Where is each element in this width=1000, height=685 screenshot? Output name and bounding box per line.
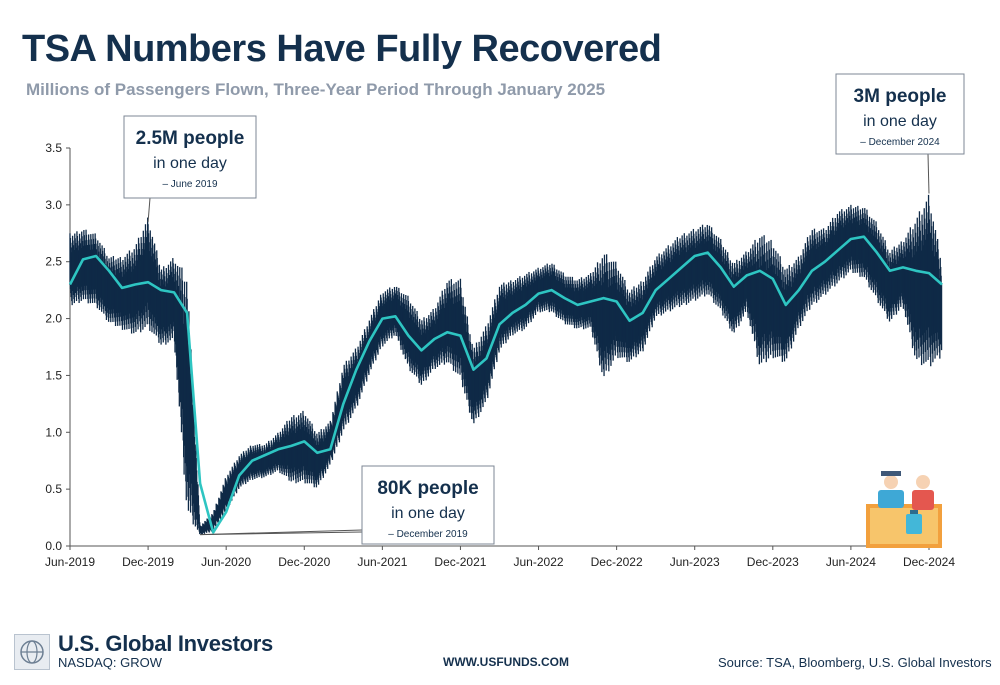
company-logo: U.S. Global Investors NASDAQ: GROW xyxy=(14,633,273,671)
annotation-headline: 3M people xyxy=(854,86,947,107)
source-note: Source: TSA, Bloomberg, U.S. Global Inve… xyxy=(718,655,992,670)
x-tick-label: Jun-2019 xyxy=(45,555,95,569)
annotations: 2.5M people in one day – June 2019 80K peop… xyxy=(123,73,965,545)
x-tick-label: Dec-2022 xyxy=(591,555,643,569)
y-tick-label: 2.0 xyxy=(45,312,62,326)
y-tick-label: 1.5 xyxy=(45,368,62,382)
x-tick-label: Jun-2022 xyxy=(514,555,564,569)
x-tick-label: Jun-2020 xyxy=(201,555,251,569)
annotation-subline: in one day xyxy=(863,113,937,130)
annotation-date: – June 2019 xyxy=(162,179,217,190)
x-tick-label: Jun-2023 xyxy=(670,555,720,569)
y-tick-label: 3.0 xyxy=(45,198,62,212)
y-tick-label: 0.5 xyxy=(45,482,62,496)
x-tick-label: Dec-2024 xyxy=(903,555,955,569)
annotation-subline: in one day xyxy=(153,155,227,172)
chart-axes: 0.0 0.5 1.0 1.5 2.0 2.5 3.0 3.5 Jun-2019 Dec-2019… xyxy=(45,141,955,569)
moving-average-line xyxy=(68,235,943,534)
annotation-headline: 80K people xyxy=(377,478,478,499)
x-tick-label: Dec-2021 xyxy=(434,555,486,569)
annotation-date: – December 2019 xyxy=(388,529,468,540)
chart-subtitle: Millions of Passengers Flown, Three-Year… xyxy=(26,80,606,99)
annotation-headline: 2.5M people xyxy=(136,128,245,149)
annotation-leader xyxy=(200,531,363,536)
x-tick-label: Jun-2024 xyxy=(826,555,876,569)
x-tick-label: Dec-2019 xyxy=(122,555,174,569)
y-tick-label: 3.5 xyxy=(45,141,62,155)
annotation-leader xyxy=(927,153,930,194)
website-link[interactable]: WWW.USFUNDS.COM xyxy=(443,655,569,669)
y-tick-label: 1.0 xyxy=(45,425,62,439)
annotation-box xyxy=(835,73,965,155)
airport-checkin-icon xyxy=(866,471,942,548)
x-tick-label: Dec-2020 xyxy=(278,555,330,569)
annotation-subline: in one day xyxy=(391,505,465,522)
y-tick-label: 0.0 xyxy=(45,539,62,553)
chart-title: TSA Numbers Have Fully Recovered xyxy=(22,28,662,70)
daily-series xyxy=(69,194,943,535)
ticker: NASDAQ: GROW xyxy=(58,655,163,670)
x-tick-label: Dec-2023 xyxy=(747,555,799,569)
company-name: U.S. Global Investors xyxy=(58,631,273,656)
x-tick-label: Jun-2021 xyxy=(357,555,407,569)
annotation-leader xyxy=(147,197,151,222)
annotation-box xyxy=(361,465,495,545)
moving-average-series xyxy=(68,235,943,534)
globe-icon xyxy=(14,634,50,670)
annotation-box xyxy=(123,115,257,199)
annotation-date: – December 2024 xyxy=(860,137,940,148)
y-tick-label: 2.5 xyxy=(45,255,62,269)
